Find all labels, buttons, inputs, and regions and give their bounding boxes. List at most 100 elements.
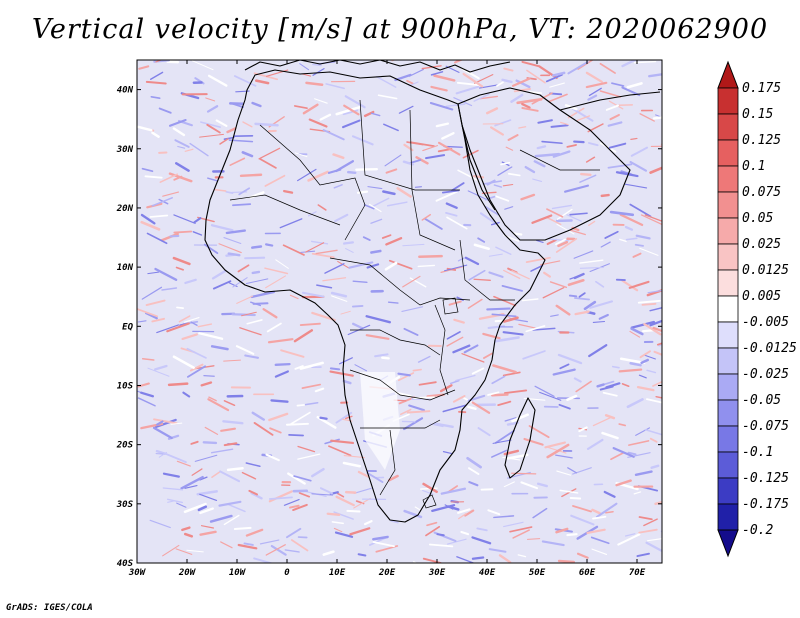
field-streak: [605, 382, 621, 389]
field-streak: [264, 267, 289, 275]
field-streak: [344, 95, 366, 109]
field-streak: [311, 252, 335, 259]
field-streak: [464, 256, 480, 266]
field-streak: [299, 361, 324, 370]
field-streak: [371, 197, 390, 208]
field-streak: [605, 104, 619, 111]
field-streak: [345, 415, 353, 420]
field-streak: [586, 528, 606, 535]
field-streak: [618, 423, 627, 427]
field-streak: [241, 471, 257, 480]
field-streak: [283, 189, 294, 194]
field-streak: [619, 213, 644, 227]
field-streak: [573, 250, 594, 259]
field-streak: [624, 533, 636, 537]
y-tick-label: 10S: [117, 381, 134, 391]
field-streak: [643, 322, 662, 336]
colorbar-segment: [717, 217, 739, 245]
field-streak: [646, 398, 662, 404]
field-streak: [237, 543, 258, 550]
field-streak: [225, 190, 234, 194]
colorbar-label: -0.1: [742, 445, 773, 460]
field-streak: [329, 367, 341, 371]
field-streak: [656, 342, 662, 346]
field-streak: [412, 368, 422, 372]
field-streak: [232, 203, 252, 207]
field-streak: [274, 362, 291, 366]
field-streak: [228, 282, 238, 288]
field-streak: [245, 278, 269, 284]
field-streak: [544, 441, 566, 449]
colorbar-label: 0.125: [742, 133, 781, 148]
field-streak: [498, 554, 512, 563]
field-streak: [251, 411, 265, 421]
field-streak: [502, 456, 521, 461]
field-streak: [639, 113, 655, 122]
field-streak: [402, 243, 425, 247]
field-streak: [605, 510, 614, 514]
colorbar-segment: [717, 87, 739, 115]
field-streak: [457, 257, 465, 262]
field-streak: [629, 203, 652, 218]
field-streak: [377, 94, 398, 100]
field-streak: [504, 417, 517, 422]
field-streak: [644, 214, 662, 222]
field-streak: [362, 236, 371, 241]
field-streak: [330, 439, 355, 445]
field-streak: [521, 102, 531, 109]
field-streak: [236, 295, 254, 304]
field-streak: [200, 381, 213, 387]
field-streak: [445, 103, 466, 108]
field-streak: [555, 238, 578, 253]
field-streak: [307, 170, 329, 182]
colorbar-label: 0.1: [742, 159, 765, 174]
field-streak: [250, 491, 263, 500]
field-streak: [463, 344, 479, 354]
field-streak: [530, 264, 544, 272]
calm-zone: [360, 372, 400, 470]
field-streak: [566, 533, 578, 537]
field-streak: [455, 85, 480, 95]
field-streak: [314, 98, 328, 104]
field-streak: [285, 422, 309, 426]
field-streak: [211, 269, 227, 280]
field-streak: [137, 382, 150, 388]
field-streak: [569, 212, 588, 216]
field-streak: [244, 256, 266, 260]
field-streak: [494, 119, 512, 127]
field-streak: [219, 138, 229, 145]
colorbar-label: -0.2: [742, 523, 773, 538]
field-streak: [635, 427, 651, 436]
field-streak: [137, 397, 156, 407]
border-line: [409, 109, 456, 251]
field-streak: [433, 74, 456, 82]
field-streak: [293, 329, 314, 343]
field-streak: [322, 129, 345, 141]
y-tick-label: 40S: [117, 559, 134, 569]
field-streak: [546, 208, 564, 218]
field-streak: [302, 103, 319, 115]
field-streak: [245, 462, 261, 468]
field-streak: [208, 396, 217, 402]
field-streak: [646, 289, 662, 297]
field-streak: [660, 143, 662, 146]
field-streak: [294, 365, 304, 370]
field-streak: [558, 403, 571, 410]
lesotho: [422, 494, 437, 509]
field-streak: [307, 211, 317, 217]
field-streak: [531, 92, 553, 105]
field-streak: [183, 502, 207, 514]
y-tick-label: EQ: [122, 322, 133, 332]
field-streak: [536, 145, 547, 150]
field-streak: [414, 506, 422, 511]
field-streak: [500, 161, 511, 166]
y-tick-label: 40N: [117, 86, 134, 96]
field-streak: [265, 243, 274, 247]
field-streak: [576, 552, 589, 559]
field-streak: [298, 492, 311, 498]
field-streak: [567, 467, 578, 474]
field-streak: [345, 248, 354, 253]
field-streak: [310, 240, 329, 245]
field-streak: [384, 261, 398, 271]
field-streak: [186, 347, 207, 359]
